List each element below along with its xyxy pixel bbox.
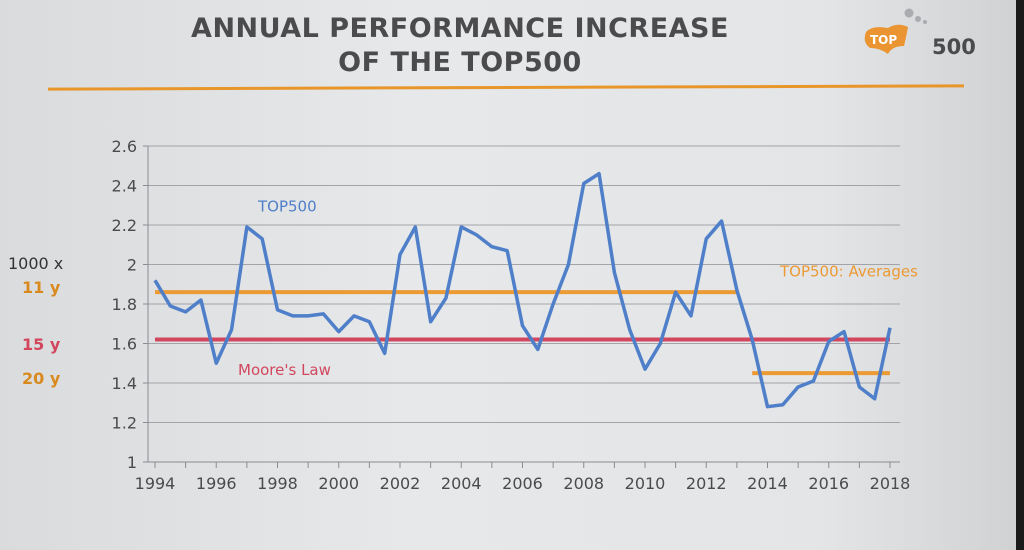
left-annotation: 15 y — [22, 335, 61, 355]
y-tick-label: 1.6 — [112, 335, 137, 354]
screen-edge — [1016, 0, 1024, 550]
x-tick-label: 2012 — [686, 474, 727, 493]
title-line-1: ANNUAL PERFORMANCE INCREASE — [191, 13, 729, 44]
y-tick-label: 1.2 — [112, 414, 137, 433]
y-tick-label: 2 — [127, 256, 137, 275]
logo-500-text: 500 — [932, 35, 976, 59]
x-tick-label: 2010 — [625, 474, 666, 493]
top500-logo: TOP 500 — [862, 8, 976, 59]
x-tick-label: 2008 — [563, 474, 604, 493]
y-tick-label: 1.4 — [112, 374, 137, 393]
top500-label: TOP500 — [257, 197, 317, 215]
left-annotation: 11 y — [22, 278, 61, 298]
x-tick-label: 2002 — [380, 474, 421, 493]
y-tick-label: 1.8 — [112, 295, 137, 314]
y-tick-label: 2.2 — [112, 216, 137, 235]
x-tick-label: 1996 — [196, 474, 237, 493]
x-tick-label: 2000 — [318, 474, 359, 493]
x-tick-label: 2004 — [441, 474, 482, 493]
x-tick-label: 2014 — [747, 474, 788, 493]
x-tick-label: 2018 — [870, 474, 911, 493]
x-tick-label: 2006 — [502, 474, 543, 493]
y-tick-label: 1 — [127, 453, 137, 472]
x-tick-label: 1994 — [135, 474, 176, 493]
title-line-2: OF THE TOP500 — [338, 47, 582, 78]
logo-mark-icon: TOP — [864, 8, 927, 54]
moores-law-label: Moore's Law — [238, 361, 331, 379]
y-tick-label: 2.4 — [112, 177, 137, 196]
x-tick-label: 2016 — [808, 474, 849, 493]
y-tick-label: 2.6 — [112, 137, 137, 156]
left-annotation: 1000 x — [8, 253, 64, 273]
left-annotation: 20 y — [22, 369, 61, 389]
x-tick-label: 1998 — [257, 474, 298, 493]
logo-top-text: TOP — [870, 33, 897, 47]
averages-label: TOP500: Averages — [779, 262, 918, 280]
slide-title: ANNUAL PERFORMANCE INCREASE OF THE TOP50… — [110, 12, 810, 80]
